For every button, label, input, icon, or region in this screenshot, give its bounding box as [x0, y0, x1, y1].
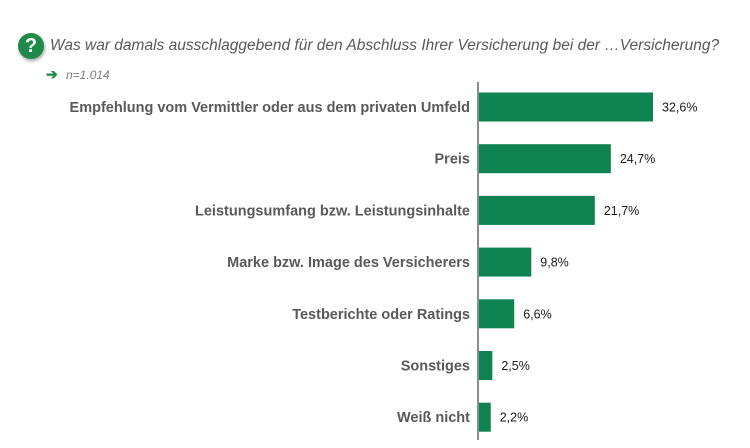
value-label: 2,5%: [501, 359, 530, 373]
arrow-right-icon: ➔: [46, 66, 58, 82]
sample-line: ➔ n=1.014: [46, 66, 110, 83]
value-label: 32,6%: [662, 101, 697, 115]
bar: [479, 247, 532, 277]
question-mark-icon: ?: [18, 33, 44, 59]
category-label: Preis: [435, 152, 470, 168]
bar: [479, 144, 611, 174]
value-label: 6,6%: [523, 307, 552, 321]
bar: [479, 299, 515, 329]
bar: [479, 351, 493, 380]
category-label: Empfehlung vom Vermittler oder aus dem p…: [70, 100, 470, 116]
chart-header: ? Was war damals ausschlaggebend für den…: [18, 32, 719, 60]
category-label: Sonstiges: [401, 359, 470, 375]
category-label: Marke bzw. Image des Versicherers: [227, 255, 470, 271]
category-label: Weiß nicht: [397, 410, 470, 426]
bar: [479, 195, 595, 225]
value-label: 9,8%: [540, 256, 569, 270]
question-text: Was war damals ausschlaggebend für den A…: [50, 37, 720, 54]
value-label: 21,7%: [604, 204, 639, 218]
bar: [479, 92, 653, 122]
category-label: Testberichte oder Ratings: [292, 307, 470, 323]
category-label: Leistungsumfang bzw. Leistungsinhalte: [195, 203, 470, 219]
bar: [479, 402, 491, 432]
value-label: 24,7%: [620, 152, 655, 166]
sample-size: n=1.014: [66, 67, 110, 82]
value-label: 2,2%: [500, 411, 528, 425]
